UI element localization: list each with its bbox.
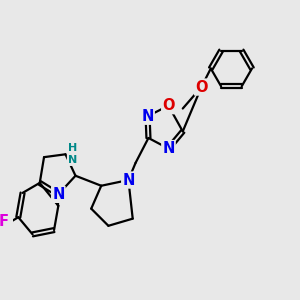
Text: N: N	[141, 109, 154, 124]
Text: N: N	[52, 187, 64, 202]
Text: N: N	[162, 141, 175, 156]
Text: F: F	[0, 214, 9, 229]
Text: O: O	[195, 80, 208, 94]
Text: O: O	[162, 98, 175, 113]
Text: N: N	[122, 172, 135, 188]
Text: H
N: H N	[68, 143, 77, 165]
